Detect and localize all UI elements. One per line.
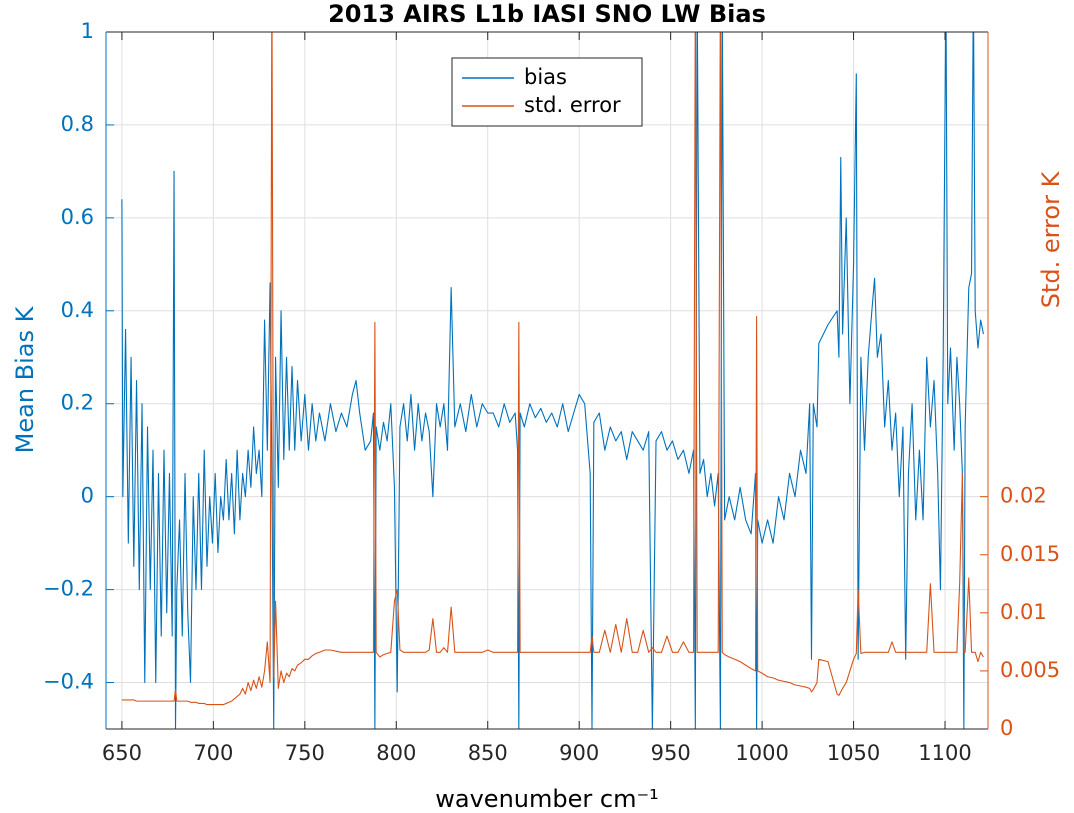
y2-tick-label: 0.01	[1000, 600, 1047, 624]
legend-label: std. error	[524, 93, 621, 117]
y-tick-label: −0.2	[43, 577, 94, 601]
x-tick-label: 950	[651, 741, 691, 765]
y-tick-label: 0.2	[61, 391, 94, 415]
y-tick-label: 0.6	[61, 205, 94, 229]
legend-box	[451, 57, 643, 127]
y-tick-label: 0.4	[61, 298, 94, 322]
legend-label: bias	[524, 65, 567, 89]
grid	[106, 31, 988, 729]
series-line	[121, 32, 984, 729]
y2-tick-label: 0.02	[1000, 484, 1047, 508]
y2-tick-label: 0.005	[1000, 658, 1060, 682]
x-tick-label: 800	[376, 741, 416, 765]
y2-tick-label: 0	[1000, 716, 1013, 740]
chart-title: 2013 AIRS L1b IASI SNO LW Bias	[328, 0, 766, 28]
x-tick-label: 850	[468, 741, 508, 765]
y-tick-label: 1	[81, 19, 94, 43]
y2-axis-label: Std. error K	[1037, 170, 1065, 308]
x-tick-label: 1000	[735, 741, 788, 765]
plot-lines	[121, 32, 984, 729]
plot-area	[106, 32, 988, 729]
x-tick-label: 650	[102, 741, 142, 765]
series-line	[121, 32, 984, 706]
legend: bias std. error	[451, 57, 643, 127]
y2-tick-label: 0.015	[1000, 542, 1060, 566]
y-axis-label: Mean Bias K	[11, 305, 39, 453]
x-tick-label: 700	[193, 741, 233, 765]
x-tick-label: 750	[285, 741, 325, 765]
x-tick-label: 900	[559, 741, 599, 765]
x-tick-label: 1100	[918, 741, 971, 765]
y-tick-label: −0.4	[43, 670, 94, 694]
y-tick-label: 0	[81, 484, 94, 508]
y-tick-label: 0.8	[61, 112, 94, 136]
x-tick-label: 1050	[827, 741, 880, 765]
x-axis-label: wavenumber cm⁻¹	[435, 785, 658, 813]
axes: 650 700 750 800 850 900 950 1000 1050 1100 −0.4 −0.…	[43, 19, 1060, 765]
